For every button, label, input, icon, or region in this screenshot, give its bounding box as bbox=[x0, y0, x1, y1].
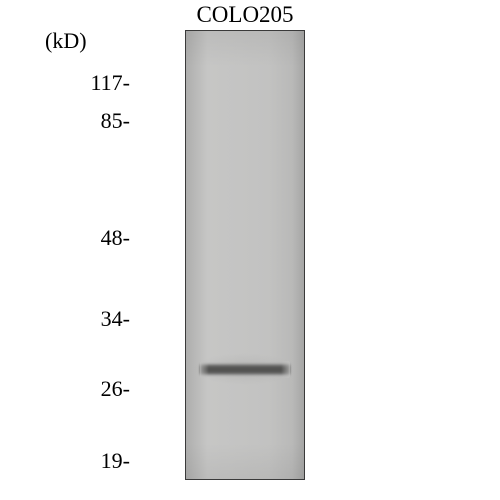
mw-marker-label: 117- bbox=[70, 70, 130, 96]
mw-marker-label: 85- bbox=[70, 108, 130, 134]
western-blot-figure: (kD) COLO205 117- 85- 48- 34- 26- 19- bbox=[0, 0, 500, 500]
blot-membrane bbox=[186, 31, 304, 479]
mw-marker-label: 26- bbox=[70, 376, 130, 402]
y-axis-unit-label: (kD) bbox=[45, 28, 87, 54]
blot-vignette bbox=[186, 31, 304, 479]
mw-marker-label: 48- bbox=[70, 225, 130, 251]
blot-lane bbox=[185, 30, 305, 480]
lane-label: COLO205 bbox=[165, 2, 325, 28]
mw-marker-label: 34- bbox=[70, 306, 130, 332]
mw-marker-label: 19- bbox=[70, 448, 130, 474]
